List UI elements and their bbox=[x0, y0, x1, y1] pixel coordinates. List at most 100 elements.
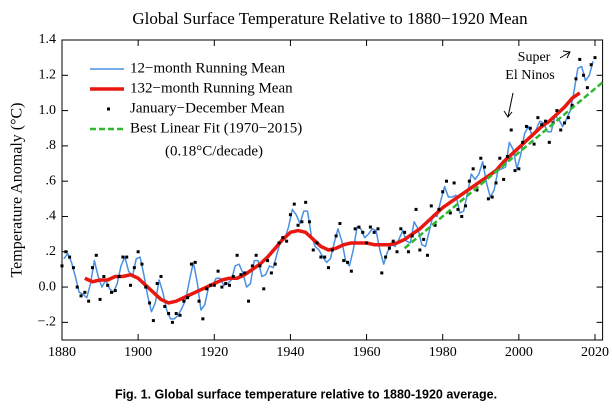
data-point bbox=[521, 140, 525, 144]
data-point bbox=[113, 289, 117, 293]
data-point bbox=[338, 222, 342, 226]
annotation: Super bbox=[518, 50, 551, 65]
data-point bbox=[178, 313, 182, 317]
data-point bbox=[300, 220, 304, 224]
data-point bbox=[406, 250, 410, 254]
series-line bbox=[63, 60, 594, 320]
data-point bbox=[292, 202, 296, 206]
data-point bbox=[368, 225, 372, 229]
data-point bbox=[517, 167, 521, 171]
x-tick-label: 1960 bbox=[353, 345, 381, 360]
data-point bbox=[174, 312, 178, 316]
data-point bbox=[323, 255, 327, 259]
data-point bbox=[163, 304, 167, 308]
data-point bbox=[414, 207, 418, 211]
data-point bbox=[296, 223, 300, 227]
data-point bbox=[513, 169, 517, 173]
data-point bbox=[391, 239, 395, 243]
annotation: El Ninos bbox=[505, 68, 554, 83]
data-point bbox=[231, 274, 235, 278]
data-point bbox=[326, 266, 330, 270]
data-point bbox=[121, 255, 125, 259]
data-point bbox=[266, 259, 270, 263]
data-point bbox=[479, 156, 483, 160]
data-point bbox=[452, 181, 456, 185]
data-point bbox=[216, 269, 220, 273]
data-point bbox=[269, 271, 273, 275]
y-tick-label: 0.0 bbox=[39, 279, 57, 294]
data-point bbox=[132, 266, 136, 270]
data-point bbox=[403, 230, 407, 234]
data-point bbox=[380, 271, 384, 275]
data-point bbox=[68, 255, 72, 259]
data-point bbox=[239, 273, 243, 277]
y-tick-label: −.2 bbox=[38, 315, 56, 330]
legend-label: 12−month Running Mean bbox=[130, 60, 286, 76]
data-point bbox=[342, 259, 346, 263]
data-point bbox=[486, 197, 490, 201]
data-point bbox=[102, 274, 106, 278]
data-point bbox=[384, 255, 388, 259]
data-point bbox=[144, 285, 148, 289]
data-point bbox=[437, 207, 441, 211]
data-point bbox=[574, 77, 578, 81]
legend-label: Best Linear Fit (1970−2015) bbox=[130, 120, 302, 136]
data-point bbox=[387, 246, 391, 250]
data-point bbox=[330, 248, 334, 252]
data-point bbox=[79, 294, 83, 298]
data-point bbox=[106, 283, 110, 287]
data-point bbox=[361, 230, 365, 234]
data-point bbox=[136, 250, 140, 254]
caption: Fig. 1. Global surface temperature relat… bbox=[115, 387, 497, 401]
data-point bbox=[201, 317, 205, 321]
data-point bbox=[422, 237, 426, 241]
data-point bbox=[311, 248, 315, 252]
data-point bbox=[532, 142, 536, 146]
data-point bbox=[151, 319, 155, 323]
data-point bbox=[125, 255, 129, 259]
data-point bbox=[524, 124, 528, 128]
data-point bbox=[425, 253, 429, 257]
data-point bbox=[315, 241, 319, 245]
annotation-arrow bbox=[503, 92, 514, 118]
x-tick-label: 1900 bbox=[124, 345, 152, 360]
data-point bbox=[208, 283, 212, 287]
data-point bbox=[429, 204, 433, 208]
legend-label: 132−month Running Mean bbox=[130, 80, 293, 96]
data-point bbox=[258, 264, 262, 268]
data-point bbox=[155, 282, 159, 286]
data-point bbox=[471, 167, 475, 171]
y-tick-label: 1.4 bbox=[39, 32, 57, 47]
data-point bbox=[372, 230, 376, 234]
data-point bbox=[357, 225, 361, 229]
x-tick-label: 2000 bbox=[505, 345, 533, 360]
data-point bbox=[117, 274, 121, 278]
data-point bbox=[494, 181, 498, 185]
data-point bbox=[224, 282, 228, 286]
data-point bbox=[334, 234, 338, 238]
data-point bbox=[182, 299, 186, 303]
data-point bbox=[254, 253, 258, 257]
data-point bbox=[498, 156, 502, 160]
x-tick-label: 1980 bbox=[429, 345, 457, 360]
x-tick-label: 1940 bbox=[276, 345, 304, 360]
data-point bbox=[167, 312, 171, 316]
data-point bbox=[349, 269, 353, 273]
data-point bbox=[456, 207, 460, 211]
data-point bbox=[509, 128, 513, 132]
data-point bbox=[376, 227, 380, 231]
data-point bbox=[448, 211, 452, 215]
data-point bbox=[98, 297, 102, 301]
data-point bbox=[220, 285, 224, 289]
data-point bbox=[273, 262, 277, 266]
data-point bbox=[353, 227, 357, 231]
y-axis-label: Temperature Anomaly (°C) bbox=[9, 103, 26, 278]
data-point bbox=[170, 320, 174, 324]
data-point bbox=[589, 63, 593, 67]
data-point bbox=[547, 140, 551, 144]
data-point bbox=[410, 234, 414, 238]
data-point bbox=[281, 236, 285, 240]
data-point bbox=[418, 248, 422, 252]
data-point bbox=[578, 57, 582, 61]
